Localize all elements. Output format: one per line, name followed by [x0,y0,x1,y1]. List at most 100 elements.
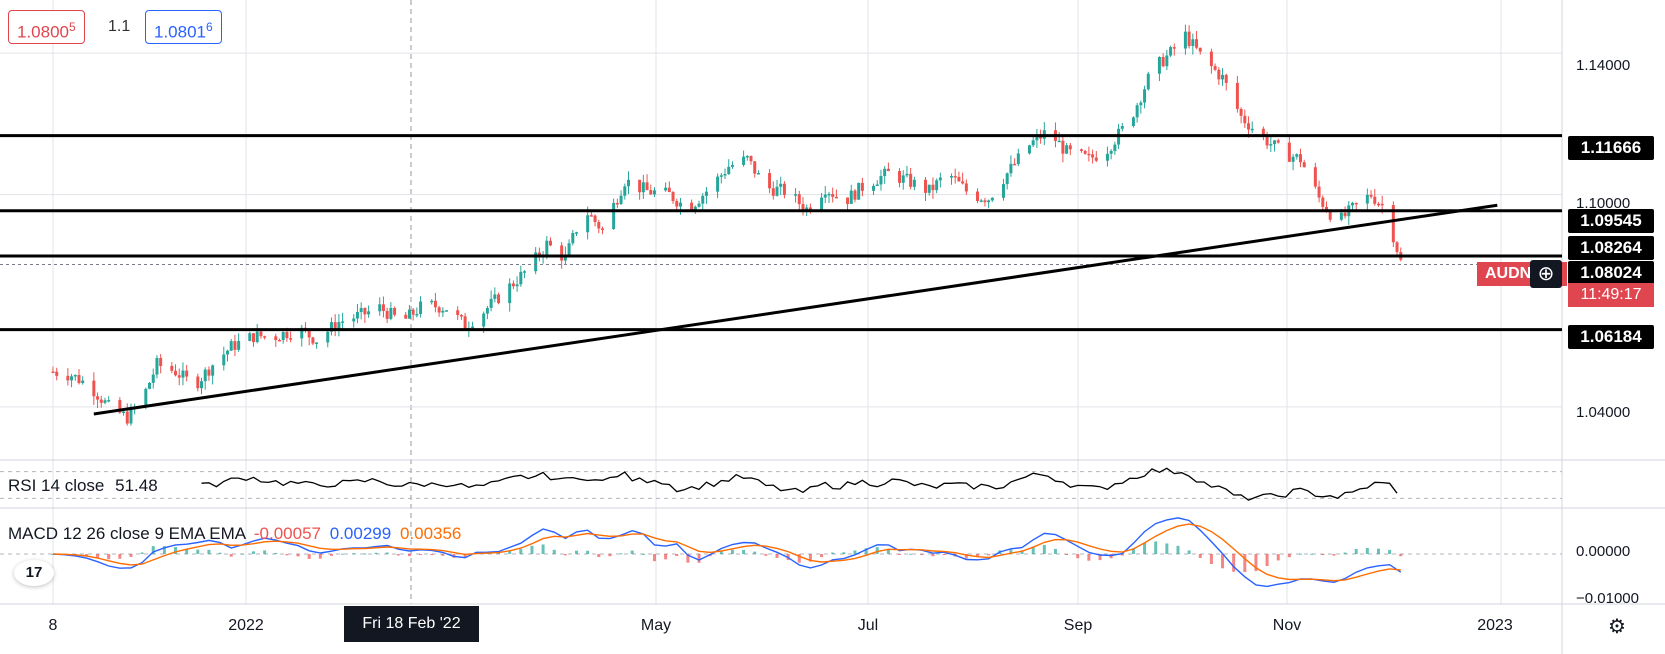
candle-body [251,333,255,343]
candle-body [1391,205,1395,243]
macd-histogram-bar [374,552,378,554]
candle-body [1247,123,1251,130]
candle-body [987,200,991,203]
candle-body [872,185,876,191]
candle-body [957,176,961,182]
candle-body [727,166,731,175]
candle-body [493,294,497,299]
candle-body [749,156,753,162]
candle-body [148,382,152,389]
macd-histogram-bar [519,549,523,554]
macd-histogram-bar [207,549,211,554]
candle-body [515,284,519,287]
macd-signal-value: 0.00356 [399,524,462,543]
candle-body [652,190,656,195]
candle-body [975,191,979,202]
candle-body [1369,194,1373,197]
candle-body [860,182,864,191]
candle-body [70,376,74,381]
candle-body [560,245,564,261]
candle-body [456,310,460,316]
bid-price-box[interactable]: 1.08005 [8,10,85,44]
candle-body [857,182,861,200]
macd-histogram-bar [1120,554,1124,556]
macd-histogram-bar [652,554,656,562]
candle-body [1027,145,1031,154]
candle-body [1094,157,1098,161]
tradingview-logo[interactable]: 17 [14,560,54,586]
gear-icon[interactable]: ⚙ [1608,616,1626,638]
candle-body [612,202,616,230]
candle-body [794,194,798,196]
macd-histogram-bar [764,554,768,556]
candle-body [229,341,233,351]
candle-body [482,313,486,327]
candle-body [411,309,415,315]
candle-body [823,194,827,198]
candle-body [1261,128,1265,137]
candle-body [497,294,501,304]
macd-histogram-bar [1265,554,1269,567]
macd-histogram-bar [1198,554,1202,559]
macd-histogram-bar [664,554,668,560]
candle-body [745,156,749,158]
candle-body [801,204,805,211]
candle-body [545,240,549,255]
macd-histogram-bar [753,551,757,554]
price-tick-3: 1.04000 [1576,404,1631,421]
candle-body [782,183,786,195]
macd-histogram-bar [775,554,779,558]
macd-histogram-bar [463,554,467,558]
candle-body [1198,47,1202,52]
macd-histogram-bar [719,551,723,554]
macd-histogram-bar [251,551,255,554]
rsi-legend[interactable]: RSI 14 close 51.48 [8,476,158,496]
candle-body [181,370,185,378]
candle-body [931,184,935,191]
candle-body [248,333,252,341]
candle-body [144,388,148,408]
ask-price-box[interactable]: 1.08016 [145,10,222,44]
candle-body [1380,203,1384,206]
candle-body [1065,145,1069,154]
macd-histogram-bar [686,554,690,563]
candle-body [1146,73,1150,90]
candle-body [289,338,293,340]
macd-histogram-bar [909,553,913,555]
candle-body [593,215,597,223]
candle-body [355,312,359,319]
date-label-7: Nov [1272,617,1302,634]
candle-body [619,195,623,205]
candle-body [1187,31,1191,47]
candle-body [1172,47,1176,49]
candle-body [1376,203,1380,206]
candle-body [463,316,467,330]
candle-body [203,369,207,382]
macd-histogram-bar [1131,548,1135,554]
candle-body [1120,126,1124,129]
macd-histogram-bar [285,554,289,556]
macd-histogram-bar [162,546,166,554]
candle-body [638,179,642,193]
macd-histogram-bar [886,549,890,554]
candle-body [1324,206,1328,212]
macd-histogram-bar [697,554,701,563]
macd-legend[interactable]: MACD 12 26 close 9 EMA EMA -0.00057 0.00… [8,524,461,544]
macd-histogram-bar [96,554,100,558]
candle-body [170,365,174,371]
candle-body [589,215,593,217]
candle-body [1250,128,1254,131]
macd-histogram-bar [107,554,111,560]
candle-body [597,222,601,229]
add-alert-button[interactable]: ⊕ [1530,260,1562,288]
last-price-tag: 1.08024 [1568,261,1654,285]
macd-histogram-bar [240,553,244,555]
macd-histogram-bar [597,554,601,558]
candle-body [107,400,111,402]
macd-histogram-bar [385,552,389,554]
candle-body [615,202,619,205]
candle-body [1276,140,1280,143]
macd-histogram-bar [129,554,133,557]
candle-body [337,322,341,331]
